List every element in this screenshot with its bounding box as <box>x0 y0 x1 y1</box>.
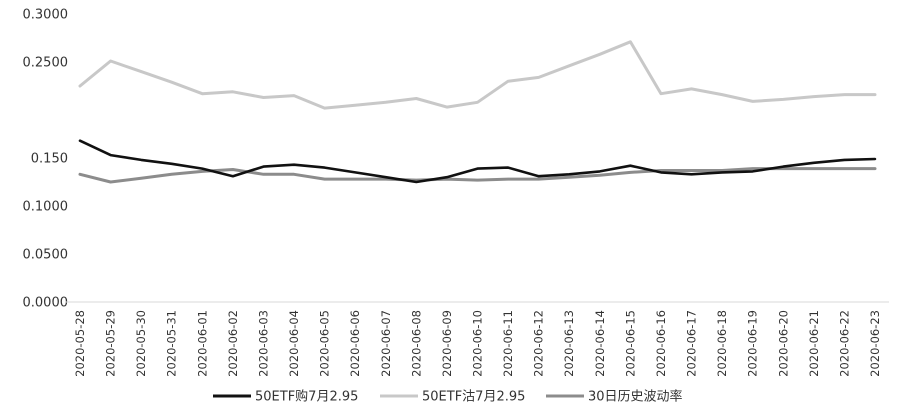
x-tick-label: 2020-06-08 <box>409 310 423 377</box>
x-axis: 2020-05-28 2020-05-29 2020-05-30 2020-05-31… <box>73 310 882 377</box>
x-tick-label: 2020-06-10 <box>471 310 485 377</box>
x-tick-label: 2020-05-31 <box>165 310 179 377</box>
y-tick-label: 0.150 <box>31 152 68 167</box>
y-tick-label: 0.1000 <box>23 200 69 215</box>
x-tick-label: 2020-06-05 <box>318 310 332 377</box>
y-tick-label: 0.3000 <box>23 8 69 23</box>
series-line-2 <box>78 40 877 110</box>
x-tick-label: 2020-06-16 <box>654 310 668 377</box>
x-tick-label: 2020-06-03 <box>256 310 270 377</box>
x-tick-label: 2020-06-02 <box>226 310 240 377</box>
legend-label-3: 30日历史波动率 <box>588 389 683 405</box>
x-tick-label: 2020-06-15 <box>623 310 637 377</box>
x-tick-label: 2020-06-11 <box>501 310 515 377</box>
x-tick-label: 2020-06-21 <box>807 310 821 377</box>
x-tick-label: 2020-06-09 <box>440 310 454 377</box>
x-tick-label: 2020-06-18 <box>715 310 729 377</box>
x-tick-label: 2020-06-07 <box>379 310 393 377</box>
x-tick-label: 2020-06-17 <box>685 310 699 377</box>
legend: 50ETF购7月2.95 50ETF沽7月2.95 30日历史波动率 <box>213 389 683 405</box>
series-line-1 <box>78 139 877 184</box>
x-tick-label: 2020-06-06 <box>348 310 362 377</box>
y-axis: 0.0000 0.0500 0.1000 0.150 0.2500 0.3000 <box>23 8 69 311</box>
x-tick-label: 2020-06-12 <box>532 310 546 377</box>
plot-area <box>78 40 877 184</box>
x-tick-label: 2020-06-14 <box>593 310 607 377</box>
y-tick-label: 0.0000 <box>23 296 69 311</box>
x-tick-label: 2020-06-19 <box>746 310 760 377</box>
x-tick-label: 2020-05-29 <box>104 310 118 377</box>
y-tick-label: 0.2500 <box>23 56 69 71</box>
legend-label-2: 50ETF沽7月2.95 <box>422 390 525 405</box>
x-tick-label: 2020-06-13 <box>562 310 576 377</box>
x-tick-label: 2020-06-22 <box>837 310 851 377</box>
x-tick-label: 2020-06-01 <box>195 310 209 377</box>
x-tick-label: 2020-05-28 <box>73 310 87 377</box>
x-tick-label: 2020-05-30 <box>134 310 148 377</box>
x-tick-label: 2020-06-20 <box>776 310 790 377</box>
y-tick-label: 0.0500 <box>23 248 69 263</box>
x-tick-label: 2020-06-04 <box>287 310 301 377</box>
legend-label-1: 50ETF购7月2.95 <box>255 389 358 405</box>
x-tick-label: 2020-06-23 <box>868 310 882 377</box>
